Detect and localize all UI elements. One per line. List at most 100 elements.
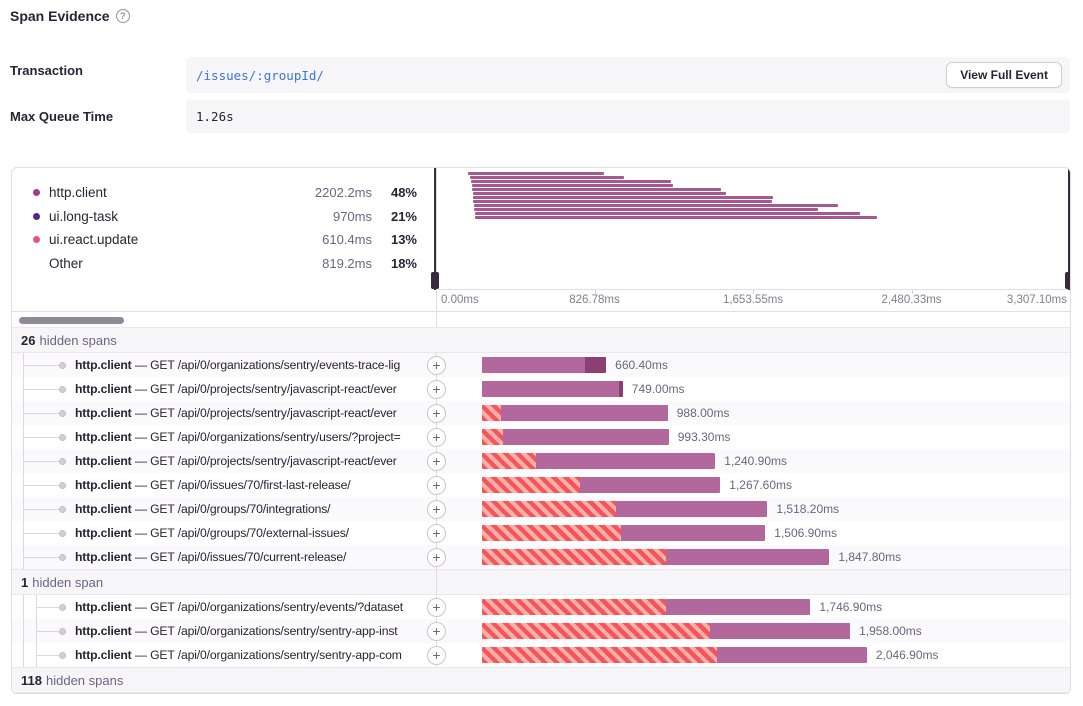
queue-time-hatch bbox=[482, 549, 667, 565]
span-op: http.client bbox=[75, 600, 132, 614]
hidden-spans-row[interactable]: 1 hidden span bbox=[12, 569, 1070, 595]
span-duration-bar bbox=[482, 599, 811, 615]
span-duration-label: 1,847.80ms bbox=[838, 550, 902, 564]
span-separator: — bbox=[131, 406, 151, 420]
legend-label: Other bbox=[49, 256, 83, 272]
left-drag-handle[interactable] bbox=[434, 168, 436, 290]
span-row[interactable]: http.client — GET /api/0/organizations/s… bbox=[12, 353, 1070, 377]
span-op: http.client bbox=[75, 502, 132, 516]
span-fill bbox=[500, 405, 668, 421]
expand-span-button[interactable]: + bbox=[427, 403, 446, 423]
panel-vertical-divider bbox=[436, 168, 437, 327]
expand-span-button[interactable]: + bbox=[427, 621, 446, 641]
hidden-label: hidden span bbox=[32, 574, 104, 590]
tree-node-dot bbox=[59, 457, 66, 465]
span-duration-bar bbox=[482, 381, 623, 397]
span-row[interactable]: http.client — GET /api/0/projects/sentry… bbox=[12, 377, 1070, 401]
span-url: GET /api/0/projects/sentry/javascript-re… bbox=[150, 382, 397, 396]
span-separator: — bbox=[131, 358, 151, 372]
tree-node-dot bbox=[59, 385, 66, 393]
legend-value: 2202.2ms bbox=[314, 185, 372, 201]
span-duration-bar bbox=[482, 647, 867, 663]
span-row[interactable]: http.client — GET /api/0/issues/70/first… bbox=[12, 473, 1070, 497]
span-dark-segment bbox=[618, 381, 623, 397]
span-fill bbox=[616, 501, 768, 517]
page-title: Span Evidence ? bbox=[10, 8, 130, 24]
span-separator: — bbox=[131, 430, 151, 444]
span-separator: — bbox=[131, 526, 151, 540]
expand-span-button[interactable]: + bbox=[427, 597, 446, 617]
span-row[interactable]: http.client — GET /api/0/organizations/s… bbox=[12, 643, 1070, 667]
expand-span-button[interactable]: + bbox=[427, 547, 446, 567]
legend-item: ui.react.update 610.4ms 13% bbox=[33, 228, 417, 252]
span-duration-bar bbox=[482, 549, 830, 565]
transaction-value-box: /issues/:groupId/ View Full Event bbox=[186, 57, 1070, 93]
queue-time-hatch bbox=[482, 405, 501, 421]
span-separator: — bbox=[131, 478, 151, 492]
span-row[interactable]: http.client — GET /api/0/issues/70/curre… bbox=[12, 545, 1070, 569]
span-row[interactable]: http.client — GET /api/0/organizations/s… bbox=[12, 595, 1070, 619]
right-drag-handle[interactable] bbox=[1068, 168, 1070, 290]
span-separator: — bbox=[131, 382, 151, 396]
span-op: http.client bbox=[75, 382, 132, 396]
span-duration-label: 1,267.60ms bbox=[729, 478, 793, 492]
legend-dot-icon bbox=[33, 189, 40, 197]
expand-span-button[interactable]: + bbox=[427, 645, 446, 665]
queue-time-hatch bbox=[482, 647, 717, 663]
tree-guide-line bbox=[23, 643, 24, 667]
expand-span-button[interactable]: + bbox=[427, 523, 446, 543]
minimap-span-bar bbox=[472, 192, 726, 195]
max-queue-time-label: Max Queue Time bbox=[10, 109, 114, 124]
tree-guide-line bbox=[23, 619, 24, 643]
span-description: http.client — GET /api/0/organizations/s… bbox=[75, 619, 425, 643]
span-fill bbox=[579, 477, 721, 493]
legend-item: ui.long-task 970ms 21% bbox=[33, 205, 417, 229]
span-op: http.client bbox=[75, 550, 132, 564]
hidden-spans-row[interactable]: 26 hidden spans bbox=[12, 327, 1070, 353]
expand-span-button[interactable]: + bbox=[427, 379, 446, 399]
span-duration-label: 1,506.90ms bbox=[774, 526, 838, 540]
transaction-link[interactable]: /issues/:groupId/ bbox=[196, 67, 324, 83]
horizontal-scrollbar[interactable] bbox=[19, 317, 124, 324]
span-row[interactable]: http.client — GET /api/0/groups/70/exter… bbox=[12, 521, 1070, 545]
span-description: http.client — GET /api/0/organizations/s… bbox=[75, 595, 425, 619]
right-drag-grip[interactable] bbox=[1065, 272, 1070, 289]
span-url: GET /api/0/groups/70/integrations/ bbox=[150, 502, 331, 516]
left-drag-grip[interactable] bbox=[431, 272, 439, 289]
tree-node-dot bbox=[59, 603, 66, 611]
tree-connector-line bbox=[23, 556, 59, 558]
queue-time-hatch bbox=[482, 623, 711, 639]
hidden-count: 118 bbox=[21, 672, 42, 688]
span-row[interactable]: http.client — GET /api/0/projects/sentry… bbox=[12, 449, 1070, 473]
span-url: GET /api/0/organizations/sentry/sentry-a… bbox=[150, 648, 402, 662]
span-row[interactable]: http.client — GET /api/0/projects/sentry… bbox=[12, 401, 1070, 425]
span-duration-label: 2,046.90ms bbox=[875, 648, 939, 662]
help-icon[interactable]: ? bbox=[115, 9, 130, 23]
axis-tick-mark bbox=[911, 290, 913, 294]
legend-value: 610.4ms bbox=[322, 232, 372, 248]
max-queue-time-value: 1.26s bbox=[196, 109, 234, 124]
span-fill bbox=[535, 453, 716, 469]
expand-span-button[interactable]: + bbox=[427, 451, 446, 471]
span-op: http.client bbox=[75, 358, 132, 372]
minimap-span-bar bbox=[468, 172, 604, 175]
span-separator: — bbox=[131, 550, 151, 564]
tree-node-dot bbox=[59, 529, 66, 537]
view-full-event-button[interactable]: View Full Event bbox=[946, 62, 1062, 88]
expand-span-button[interactable]: + bbox=[427, 475, 446, 495]
span-duration-bar bbox=[482, 477, 721, 493]
span-row[interactable]: http.client — GET /api/0/groups/70/integ… bbox=[12, 497, 1070, 521]
span-description: http.client — GET /api/0/organizations/s… bbox=[75, 643, 425, 667]
expand-span-button[interactable]: + bbox=[427, 427, 446, 447]
span-separator: — bbox=[131, 648, 151, 662]
tree-connector-line bbox=[23, 484, 59, 486]
legend-value: 819.2ms bbox=[322, 256, 372, 272]
hidden-spans-footer[interactable]: 118 hidden spans bbox=[12, 667, 1070, 693]
expand-span-button[interactable]: + bbox=[427, 499, 446, 519]
expand-span-button[interactable]: + bbox=[427, 355, 446, 375]
span-duration-label: 1,746.90ms bbox=[819, 600, 883, 614]
axis-tick-label: 1,653.55ms bbox=[722, 294, 784, 306]
queue-time-hatch bbox=[482, 429, 503, 445]
span-row[interactable]: http.client — GET /api/0/organizations/s… bbox=[12, 425, 1070, 449]
span-row[interactable]: http.client — GET /api/0/organizations/s… bbox=[12, 619, 1070, 643]
